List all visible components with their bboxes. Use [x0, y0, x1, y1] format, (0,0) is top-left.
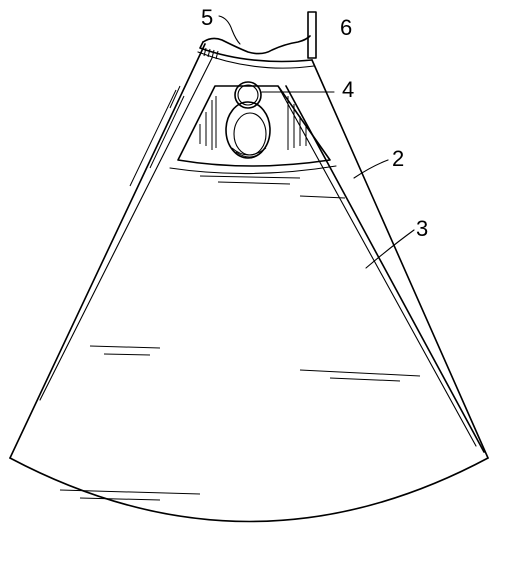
- ref-2: 2: [392, 146, 404, 171]
- hole-4: [226, 82, 270, 158]
- ref-3: 3: [416, 216, 428, 241]
- ref-5: 5: [201, 5, 213, 30]
- liner-3: [278, 86, 484, 452]
- tab-6: [308, 12, 316, 58]
- shading-strokes: [60, 86, 420, 500]
- ref-6: 6: [340, 15, 352, 40]
- top-rim: [198, 36, 314, 68]
- cone-body: [10, 44, 488, 522]
- ref-4: 4: [342, 77, 354, 102]
- inner-window: [170, 86, 336, 174]
